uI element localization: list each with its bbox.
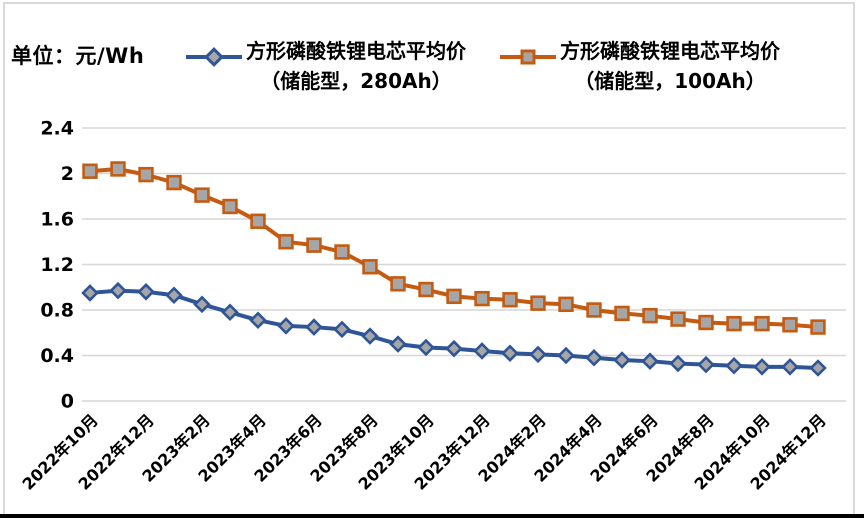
line-diamond-marker-icon [186, 47, 242, 67]
data-point-100ah [614, 305, 630, 322]
unit-label: 单位：元/Wh [11, 44, 145, 68]
y-axis-tick-label: 1.2 [40, 254, 74, 276]
data-point-280ah [669, 354, 687, 373]
data-point-280ah [697, 355, 715, 374]
data-point-280ah [473, 342, 491, 360]
y-axis-tick-label: 0 [61, 391, 74, 413]
data-point-280ah [445, 339, 463, 358]
data-point-100ah [390, 276, 406, 292]
legend-entry-100ah: 方形磷酸铁锂电芯平均价 （储能型，100Ah） [500, 36, 780, 96]
data-point-280ah [585, 349, 603, 367]
data-point-280ah [557, 346, 575, 365]
data-point-100ah [670, 311, 686, 327]
y-axis-tick-label: 2.4 [40, 118, 74, 140]
data-point-280ah [417, 338, 435, 357]
data-point-100ah [698, 314, 714, 331]
bottom-rule [0, 514, 864, 518]
chart-legend: 方形磷酸铁锂电芯平均价 （储能型，280Ah） 方形磷酸铁锂电芯平均价 （储能型… [186, 36, 780, 96]
data-point-280ah [249, 311, 267, 330]
data-point-280ah [501, 344, 519, 362]
data-point-100ah [82, 163, 98, 179]
data-point-280ah [193, 295, 211, 314]
data-point-100ah [250, 213, 266, 229]
data-point-280ah [333, 320, 351, 339]
data-point-100ah [362, 259, 378, 275]
data-point-280ah [165, 286, 183, 304]
data-point-100ah [278, 234, 294, 250]
data-point-100ah [306, 237, 322, 253]
data-point-100ah [502, 292, 518, 308]
y-axis-tick-label: 1.6 [40, 209, 74, 231]
data-point-280ah [81, 284, 99, 302]
data-point-100ah [334, 244, 350, 260]
data-point-280ah [809, 359, 827, 377]
data-point-100ah [642, 307, 658, 324]
legend-label-280ah: 方形磷酸铁锂电芯平均价 （储能型，280Ah） [246, 39, 466, 93]
line-square-marker-icon [500, 48, 556, 66]
data-point-100ah [418, 281, 434, 298]
data-point-100ah [810, 319, 826, 335]
y-axis-tick-label: 0.4 [40, 345, 74, 367]
data-point-280ah [725, 356, 743, 375]
data-point-100ah [474, 290, 490, 307]
data-point-100ah [558, 296, 574, 313]
data-point-280ah [781, 358, 799, 376]
data-point-280ah [641, 352, 659, 370]
data-point-280ah [529, 345, 547, 364]
data-point-280ah [361, 327, 379, 345]
data-point-100ah [754, 315, 770, 332]
data-point-100ah [222, 198, 238, 215]
data-point-280ah [277, 317, 295, 335]
data-point-280ah [109, 281, 127, 300]
data-point-100ah [446, 288, 462, 305]
legend-label-100ah: 方形磷酸铁锂电芯平均价 （储能型，100Ah） [560, 39, 780, 93]
data-point-100ah [530, 295, 546, 311]
chart-frame-border [3, 2, 855, 514]
y-axis-tick-label: 2 [61, 163, 74, 185]
data-point-100ah [194, 187, 210, 203]
data-point-280ah [137, 283, 155, 301]
data-point-100ah [138, 166, 154, 183]
legend-entry-280ah: 方形磷酸铁锂电芯平均价 （储能型，280Ah） [186, 36, 466, 96]
data-point-280ah [753, 358, 771, 376]
data-point-280ah [221, 303, 239, 322]
data-point-280ah [305, 318, 323, 336]
data-point-100ah [782, 317, 798, 333]
data-point-100ah [586, 302, 602, 318]
data-point-100ah [726, 315, 742, 332]
data-point-100ah [110, 161, 126, 177]
data-point-280ah [389, 335, 407, 353]
data-point-100ah [166, 174, 182, 191]
data-point-280ah [613, 351, 631, 369]
y-axis-tick-label: 0.8 [40, 300, 74, 322]
